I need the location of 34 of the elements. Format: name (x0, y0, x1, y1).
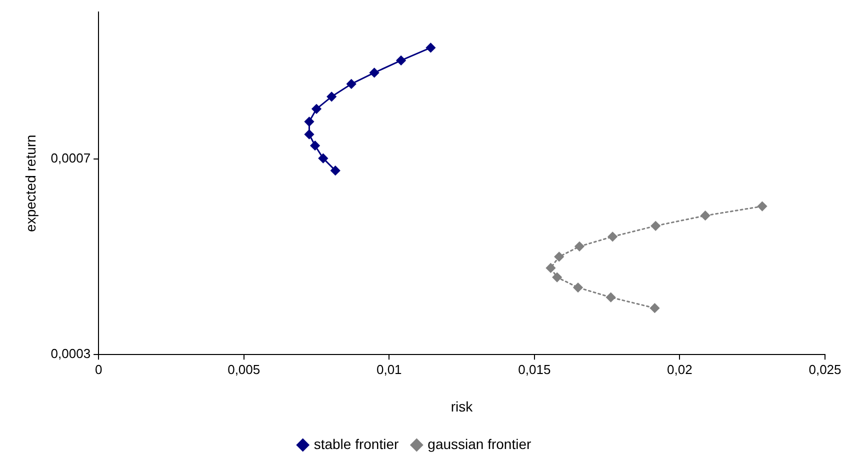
point (304, 130, 314, 140)
point (318, 154, 328, 164)
x-tick-label: 0,01 (376, 362, 402, 377)
x-tick-label: 0,005 (228, 362, 260, 377)
point (330, 166, 340, 176)
point (310, 140, 320, 150)
legend-label: stable frontier (314, 436, 399, 452)
point (326, 92, 336, 102)
point (396, 56, 406, 66)
y-tick-label: 0,0003 (50, 346, 91, 362)
point (370, 68, 380, 78)
point (552, 272, 562, 282)
point (346, 79, 356, 89)
point (573, 282, 583, 292)
y-tick-label: 0,0007 (50, 150, 91, 166)
point (650, 221, 660, 231)
x-tick-label: 0,025 (808, 362, 842, 377)
legend-label: gaussian frontier (428, 436, 532, 452)
point (606, 292, 616, 302)
point (757, 202, 767, 212)
point (608, 232, 618, 242)
x-axis-title: risk (450, 398, 474, 414)
point (700, 210, 710, 220)
point (554, 252, 564, 262)
x-tick-label: 0,015 (518, 362, 551, 377)
point (546, 263, 556, 273)
point (574, 242, 584, 252)
point (304, 116, 314, 126)
point (312, 104, 322, 114)
y-axis-title: expected return (22, 134, 38, 232)
point (426, 42, 436, 52)
x-tick-label: 0,02 (667, 362, 692, 377)
point (650, 303, 660, 313)
x-tick-label: 0 (94, 362, 102, 377)
